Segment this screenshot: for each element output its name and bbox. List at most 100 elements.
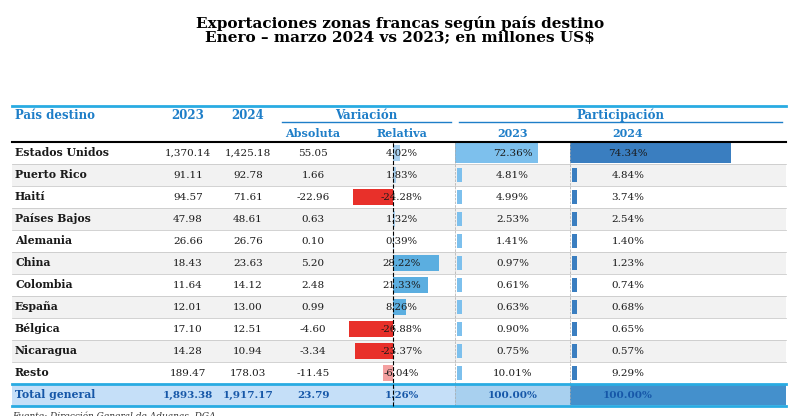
Text: 178.03: 178.03 [230, 369, 266, 377]
Text: España: España [15, 302, 58, 312]
Text: -24.28%: -24.28% [381, 193, 422, 201]
Text: 55.05: 55.05 [298, 149, 328, 158]
Text: 71.61: 71.61 [233, 193, 263, 201]
Text: 2024: 2024 [613, 128, 643, 139]
Text: Resto: Resto [15, 367, 50, 379]
Text: Países Bajos: Países Bajos [15, 213, 91, 225]
Bar [393, 255, 439, 271]
Text: 1,893.38: 1,893.38 [163, 391, 213, 399]
Bar [353, 189, 393, 205]
Text: -3.34: -3.34 [300, 347, 326, 356]
Text: 12.51: 12.51 [233, 324, 263, 334]
Text: 10.01%: 10.01% [493, 369, 532, 377]
Text: 1,917.17: 1,917.17 [222, 391, 274, 399]
Bar [455, 143, 538, 163]
Text: 14.28: 14.28 [173, 347, 203, 356]
Text: 3.74%: 3.74% [611, 193, 645, 201]
Text: 2.54%: 2.54% [611, 215, 645, 223]
Text: 5.20: 5.20 [302, 258, 325, 267]
Text: 0.63: 0.63 [302, 215, 325, 223]
Text: 0.57%: 0.57% [611, 347, 645, 356]
Bar [572, 256, 577, 270]
Text: 72.36%: 72.36% [493, 149, 532, 158]
Text: 12.01: 12.01 [173, 302, 203, 312]
Text: 10.94: 10.94 [233, 347, 263, 356]
Text: 23.63: 23.63 [233, 258, 263, 267]
Bar [572, 212, 577, 226]
Text: 23.79: 23.79 [297, 391, 330, 399]
Bar [393, 387, 395, 403]
Text: 2023: 2023 [171, 109, 205, 122]
Text: 91.11: 91.11 [173, 171, 203, 179]
Text: 92.78: 92.78 [233, 171, 263, 179]
Bar [349, 321, 393, 337]
Bar [393, 211, 395, 227]
Bar [457, 300, 462, 314]
Text: 11.64: 11.64 [173, 280, 203, 290]
Bar [572, 366, 577, 380]
Bar [393, 299, 406, 315]
Text: China: China [15, 258, 50, 268]
Bar [12, 296, 786, 318]
Bar [572, 168, 577, 182]
Text: 1.23%: 1.23% [611, 258, 645, 267]
Bar [457, 168, 462, 182]
Bar [12, 125, 786, 142]
Text: 100.00%: 100.00% [487, 391, 538, 399]
Text: 0.90%: 0.90% [496, 324, 529, 334]
Text: 1.26%: 1.26% [384, 391, 418, 399]
Text: 4.84%: 4.84% [611, 171, 645, 179]
Text: 4.99%: 4.99% [496, 193, 529, 201]
Text: 0.97%: 0.97% [496, 258, 529, 267]
Text: 9.29%: 9.29% [611, 369, 645, 377]
Bar [12, 186, 786, 208]
Text: 1,370.14: 1,370.14 [165, 149, 211, 158]
Text: 47.98: 47.98 [173, 215, 203, 223]
Bar [12, 230, 786, 252]
Bar [393, 167, 396, 183]
Text: 1.40%: 1.40% [611, 237, 645, 245]
Bar [455, 385, 570, 405]
Bar [383, 365, 393, 381]
Text: Absoluta: Absoluta [286, 128, 341, 139]
Text: Colombia: Colombia [15, 280, 73, 290]
Bar [457, 322, 462, 336]
Text: 0.61%: 0.61% [496, 280, 529, 290]
Text: -6.04%: -6.04% [384, 369, 419, 377]
Bar [572, 190, 577, 204]
Text: 2023: 2023 [497, 128, 528, 139]
Bar [12, 362, 786, 384]
Text: 2024: 2024 [232, 109, 264, 122]
Text: 48.61: 48.61 [233, 215, 263, 223]
Text: 189.47: 189.47 [170, 369, 206, 377]
Bar [572, 278, 577, 292]
Text: Bélgica: Bélgica [15, 324, 61, 334]
Text: País destino: País destino [15, 109, 95, 122]
Text: Haití: Haití [15, 191, 46, 203]
Text: 28.22%: 28.22% [382, 258, 421, 267]
Text: Total general: Total general [15, 389, 95, 401]
Text: Participación: Participación [577, 109, 665, 122]
Text: -22.96: -22.96 [296, 193, 330, 201]
Bar [457, 344, 462, 358]
Text: 1.32%: 1.32% [386, 215, 418, 223]
Text: 0.63%: 0.63% [496, 302, 529, 312]
Bar [572, 234, 577, 248]
Bar [457, 190, 462, 204]
Text: 26.66: 26.66 [173, 237, 203, 245]
Bar [393, 145, 399, 161]
Bar [457, 256, 462, 270]
Text: Nicaragua: Nicaragua [15, 346, 78, 357]
Text: 0.74%: 0.74% [611, 280, 645, 290]
Text: 17.10: 17.10 [173, 324, 203, 334]
Bar [12, 318, 786, 340]
Text: Exportaciones zonas francas según país destino: Exportaciones zonas francas según país d… [196, 16, 604, 31]
Bar [457, 234, 462, 248]
Text: Estados Unidos: Estados Unidos [15, 148, 109, 158]
Text: 0.65%: 0.65% [611, 324, 645, 334]
Text: 100.00%: 100.00% [603, 391, 653, 399]
Text: 8.26%: 8.26% [386, 302, 418, 312]
Bar [354, 343, 393, 359]
Text: 1.41%: 1.41% [496, 237, 529, 245]
Text: 1,425.18: 1,425.18 [225, 149, 271, 158]
